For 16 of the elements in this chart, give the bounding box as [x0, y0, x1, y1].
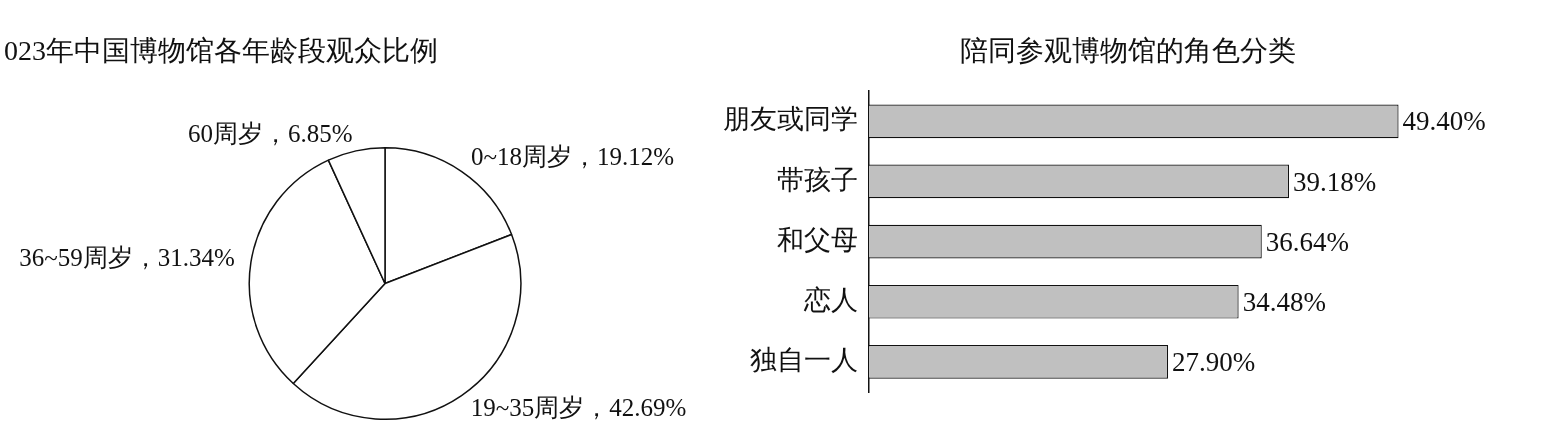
chart-title: 陪同参观博物馆的角色分类 [958, 34, 1297, 68]
data-label: 27.90% [1172, 347, 1256, 378]
y-tick-label: 恋人 [803, 284, 858, 315]
chart-title: 023年中国博物馆各年龄段观众比例 [4, 34, 439, 68]
y-tick-label: 和父母 [777, 224, 858, 255]
data-label: 39.18% [1293, 166, 1377, 197]
slice-label: 60周岁，6.85% [187, 119, 353, 147]
y-tick-label: 带孩子 [777, 164, 858, 195]
slice-label: 19~35周岁，42.69% [470, 393, 687, 421]
y-tick-label: 朋友或同学 [723, 104, 858, 135]
y-tick-label: 独自一人 [750, 345, 858, 376]
slice-label: 0~18周岁，19.12% [470, 142, 675, 170]
slice-label: 36~59周岁，31.34% [19, 244, 235, 272]
data-label: 34.48% [1242, 286, 1326, 317]
data-label: 36.64% [1265, 226, 1350, 257]
data-label: 49.40% [1402, 106, 1486, 137]
